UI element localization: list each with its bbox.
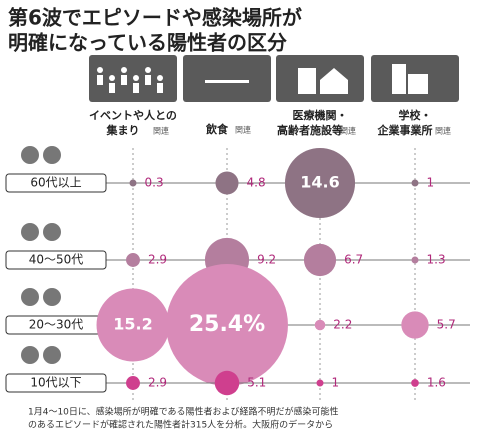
- bubble: [126, 253, 140, 267]
- icon: [133, 83, 139, 93]
- column-label-suffix: 関連: [153, 126, 169, 136]
- value-label: 25.4%: [189, 312, 265, 337]
- column-label: 学校・: [399, 108, 432, 122]
- row-label-box: [5, 373, 107, 393]
- person-icon: [43, 223, 61, 241]
- value-label: 2.9: [148, 253, 167, 267]
- column-label-suffix: 関連: [235, 125, 251, 135]
- icon: [121, 75, 127, 85]
- person-icon: [43, 346, 61, 364]
- icon: [97, 67, 103, 73]
- icon: [205, 80, 249, 83]
- row-label: 10代以下: [30, 376, 81, 390]
- column-label: 飲食: [205, 122, 229, 136]
- column-label: イベントや人との: [89, 108, 177, 122]
- note: のあるエピソードが確認された陽性者計315人を分析。大阪府のデータから: [28, 419, 333, 431]
- column-label: 医療機関・: [293, 108, 348, 122]
- person-icon: [21, 223, 39, 241]
- bubble: [215, 171, 239, 195]
- value-label: 14.6: [300, 173, 339, 192]
- value-label: 2.9: [148, 376, 167, 390]
- value-label: 9.2: [257, 253, 276, 267]
- column-label-suffix: 関連: [340, 126, 356, 136]
- column-label: 集まり: [106, 123, 140, 137]
- value-label: 1: [427, 176, 435, 190]
- row-label-box: [5, 250, 107, 270]
- value-label: 2.2: [333, 318, 352, 332]
- chart-title: 第6波でエピソードや感染場所が: [8, 6, 302, 30]
- note: 1月4～10日に、感染場所が明確である陽性者および経路不明だが感染可能性: [28, 406, 339, 418]
- value-label: 5.1: [247, 376, 266, 390]
- value-label: 1.6: [427, 376, 446, 390]
- icon: [121, 67, 127, 73]
- icon: [157, 75, 163, 81]
- row-label: 20～30代: [29, 318, 84, 332]
- row-label: 60代以上: [30, 176, 81, 190]
- icon: [133, 75, 139, 81]
- bubble: [401, 311, 429, 339]
- value-label: 5.7: [437, 318, 456, 332]
- header-icon-box: [276, 55, 364, 102]
- icon: [320, 68, 348, 94]
- bubble: [129, 179, 137, 187]
- value-label: 15.2: [113, 315, 152, 334]
- icon: [145, 67, 151, 73]
- bubble: [96, 288, 170, 362]
- icon: [392, 64, 406, 94]
- icon: [145, 75, 151, 85]
- value-label: 0.3: [145, 176, 164, 190]
- person-icon: [43, 288, 61, 306]
- icon: [408, 74, 428, 94]
- bubble: [214, 370, 240, 396]
- bubble: [126, 376, 140, 390]
- bubble: [316, 379, 324, 387]
- value-label: 1.3: [427, 253, 446, 267]
- value-label: 1: [332, 376, 340, 390]
- person-icon: [21, 346, 39, 364]
- bubble: [166, 264, 288, 386]
- icon: [298, 68, 316, 94]
- person-icon: [21, 146, 39, 164]
- row-label: 40～50代: [29, 253, 84, 267]
- bubble: [303, 243, 337, 277]
- header-icon-box: [183, 55, 271, 102]
- bubble: [411, 179, 419, 187]
- row-label-box: [5, 173, 107, 193]
- icon: [157, 83, 163, 93]
- chart-title: 明確になっている陽性者の区分: [8, 31, 287, 55]
- person-icon: [21, 288, 39, 306]
- person-icon: [43, 146, 61, 164]
- bubble: [411, 256, 419, 264]
- icon: [97, 75, 103, 85]
- icon: [109, 83, 115, 93]
- value-label: 4.8: [247, 176, 266, 190]
- icon: [109, 75, 115, 81]
- bubble: [284, 147, 356, 219]
- bubble: [411, 379, 419, 387]
- column-label-suffix: 関連: [435, 126, 451, 136]
- column-label: 企業事業所: [377, 123, 433, 137]
- value-label: 6.7: [344, 253, 363, 267]
- bubble: [314, 319, 326, 331]
- column-label: 高齢者施設等: [277, 123, 343, 137]
